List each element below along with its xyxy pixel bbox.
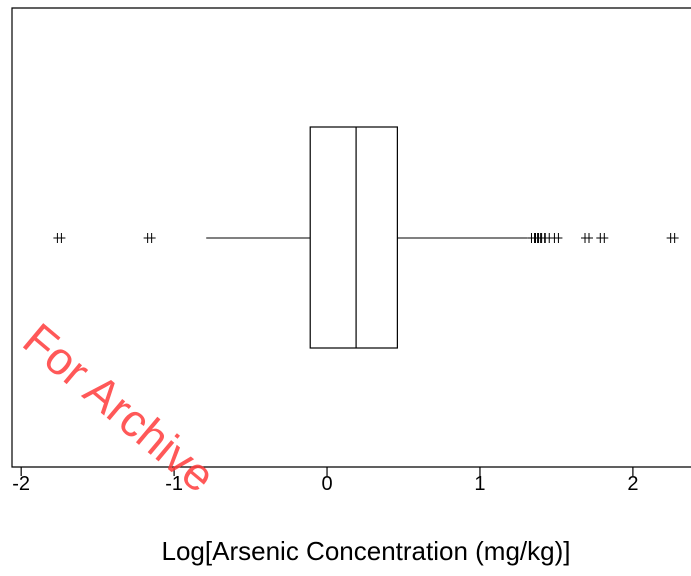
outlier: [550, 233, 563, 243]
x-tick-label: 0: [321, 473, 332, 495]
x-tick-label: 2: [627, 473, 638, 495]
outlier: [666, 233, 679, 243]
outlier: [581, 233, 594, 243]
x-tick-label: -2: [12, 473, 30, 495]
x-tick-label: 1: [474, 473, 485, 495]
outlier: [596, 233, 609, 243]
watermark: For Archive: [14, 313, 226, 502]
outlier: [53, 233, 66, 243]
plot-frame: [11, 7, 691, 468]
box: [309, 126, 398, 349]
x-tick-label: -1: [165, 473, 183, 495]
x-axis-label: Log[Arsenic Concentration (mg/kg)]: [162, 536, 571, 566]
outlier: [143, 233, 156, 243]
